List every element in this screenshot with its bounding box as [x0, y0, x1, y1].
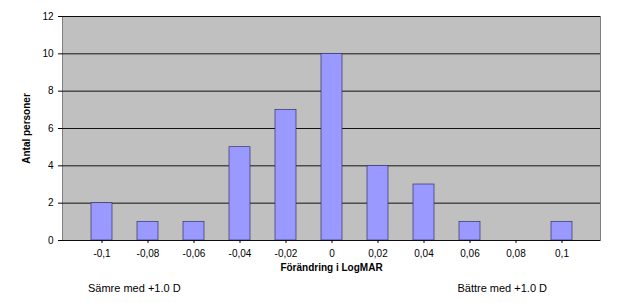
- svg-text:-0,1: -0,1: [93, 248, 111, 259]
- svg-text:12: 12: [42, 11, 54, 22]
- svg-text:0,1: 0,1: [555, 248, 569, 259]
- svg-text:0: 0: [48, 235, 54, 246]
- svg-text:8: 8: [48, 85, 54, 96]
- svg-text:2: 2: [48, 197, 54, 208]
- svg-text:-0,08: -0,08: [137, 248, 160, 259]
- html-text:Sämre med +1.0 D: Sämre med +1.0 D: [88, 282, 181, 294]
- svg-text:Förändring i LogMAR: Förändring i LogMAR: [280, 262, 383, 273]
- svg-text:4: 4: [48, 160, 54, 171]
- svg-text:10: 10: [42, 48, 54, 59]
- svg-text:-0,04: -0,04: [229, 248, 252, 259]
- svg-text:-0,02: -0,02: [275, 248, 298, 259]
- svg-text:0,02: 0,02: [368, 248, 388, 259]
- svg-text:0,08: 0,08: [506, 248, 526, 259]
- svg-text:Antal personer: Antal personer: [21, 93, 32, 164]
- svg-text:0,04: 0,04: [414, 248, 434, 259]
- svg-text:0,06: 0,06: [460, 248, 480, 259]
- svg-text:6: 6: [48, 123, 54, 134]
- html-text:Bättre med +1.0 D: Bättre med +1.0 D: [457, 282, 547, 294]
- svg-text:0: 0: [329, 248, 335, 259]
- svg-text:-0,06: -0,06: [183, 248, 206, 259]
